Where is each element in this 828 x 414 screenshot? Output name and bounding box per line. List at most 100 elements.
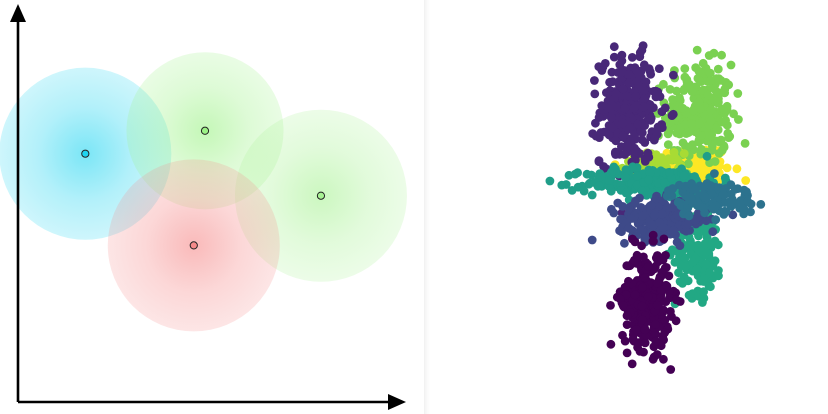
scatter-point [663,129,673,139]
scatter-point [720,206,730,216]
scatter-point [603,103,613,113]
scatter-point [687,87,697,96]
scatter-point [606,301,615,310]
scatter-point [709,204,718,214]
scatter-point [718,190,728,200]
scatter-point [681,226,691,236]
scatter-point [668,95,677,104]
scatter-point [545,176,555,186]
scatter-point [698,58,708,68]
scatter-point [609,208,619,218]
scatter-point [706,105,716,115]
scatter-point [675,277,685,286]
scatter-point [652,300,662,310]
scatter-point [678,103,688,113]
scatter-point [610,148,620,158]
scatter-point [591,118,600,128]
scatter-point [590,89,600,99]
scatter-point [657,123,667,133]
scatter-point [638,211,647,221]
scatter-point [609,52,619,62]
scatter-point [620,104,630,113]
scatter-point [637,301,647,311]
scatter-point [638,315,647,325]
scatter-point [649,103,658,113]
scatter-point [628,234,637,244]
scatter-point [742,187,751,197]
scatter-point [640,325,650,335]
scatter-point [656,254,666,264]
scatter-point [659,354,668,364]
scatter-series-9 [662,169,766,225]
scatter-point [643,148,653,158]
scatter-point [694,97,704,107]
scatter-point [632,325,641,335]
scatter-point [622,348,632,358]
scatter-point [664,188,674,198]
scatter-point [630,290,640,300]
scatter-point [700,239,710,249]
scatter-series-8 [606,230,685,374]
scatter-point [640,273,650,282]
scatter-point [714,149,724,158]
scatter-point [638,41,648,50]
scatter-point [651,319,660,329]
scatter-point [645,168,655,178]
scatter-point [635,347,645,356]
scatter-series-6 [663,198,723,309]
scatter-point [624,78,634,88]
scatter-point [622,261,632,271]
scatter-point [706,76,715,86]
scatter-point [681,191,691,201]
scatter-point [704,51,714,60]
scatter-points-layer [545,41,766,374]
scatter-point [596,128,606,137]
scatter-point [683,219,693,229]
scatter-point [679,149,689,159]
scatter-point [620,150,630,159]
scatter-point [643,262,653,271]
scatter-point [666,307,675,316]
cluster-circles-chart [0,4,407,410]
scatter-point [730,185,740,194]
scatter-point [627,359,637,369]
scatter-point [631,91,640,101]
scatter-point [746,207,755,217]
scatter-point [669,226,678,235]
scatter-point [683,276,693,286]
scatter-point [675,241,685,251]
scatter-point [618,118,628,128]
embedding-scatter-chart [545,41,766,374]
scatter-point [587,190,597,200]
scatter-point [658,223,668,232]
scatter-point [606,339,616,349]
scatter-point [690,216,700,226]
cluster-center-2 [200,126,210,135]
scatter-point [701,259,711,269]
scatter-point [671,316,681,326]
scatter-point [717,50,726,60]
scatter-point [647,200,656,210]
scatter-point [726,60,736,70]
scatter-point [640,138,650,147]
scatter-point [611,89,621,99]
scatter-point [611,136,621,146]
scatter-point [665,167,674,177]
scatter-point [620,336,630,346]
scatter-point [663,140,673,150]
scatter-point [653,87,663,97]
scatter-point [613,198,623,208]
scatter-point [716,135,726,145]
scatter-point [680,64,690,73]
scatter-point [624,70,634,79]
scatter-point [557,180,567,190]
scatter-point [756,200,766,209]
scatter-point [640,121,649,130]
scatter-point [706,116,716,126]
scatter-point [662,281,672,291]
scatter-point [608,77,618,86]
scatter-point [687,119,696,129]
scatter-point [682,75,692,84]
scatter-point [639,86,649,95]
